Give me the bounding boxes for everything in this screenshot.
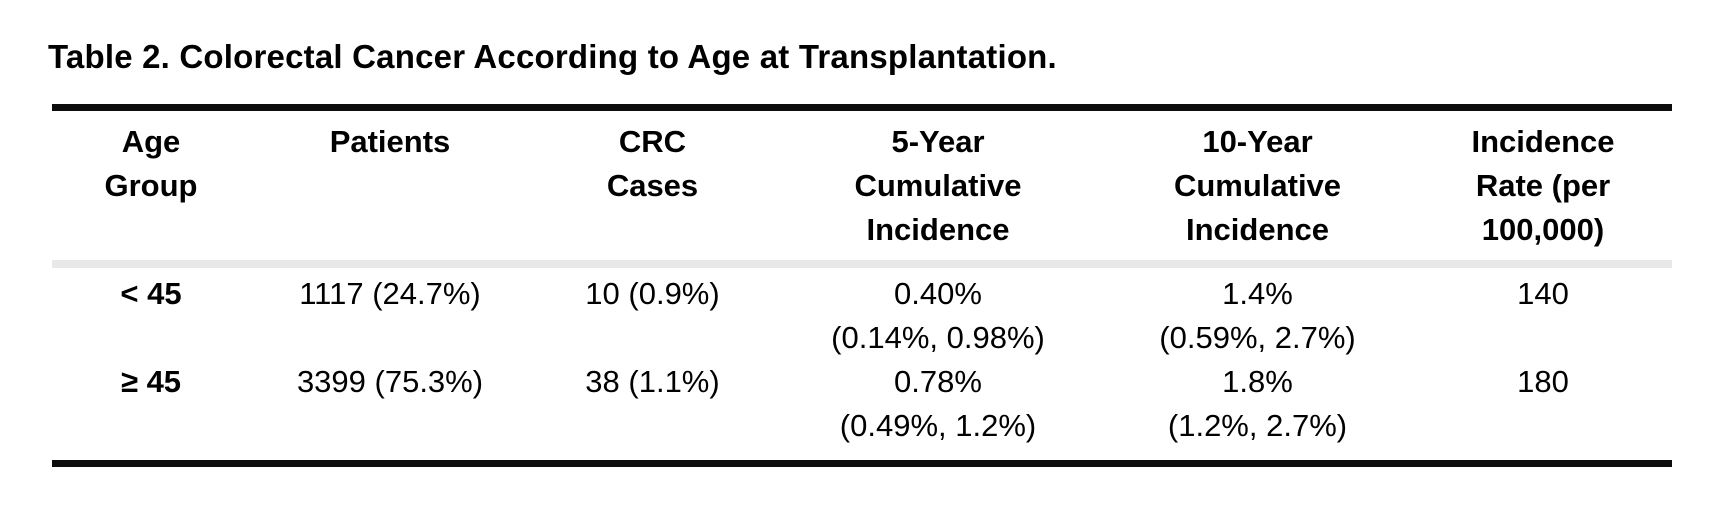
incidence-rate-value: 140 xyxy=(1517,276,1569,311)
cell-incidence-rate: 140 xyxy=(1414,264,1672,360)
cell-10yr-incidence: 1.4% (0.59%, 2.7%) xyxy=(1101,264,1414,360)
cell-crc-cases: 38 (1.1%) xyxy=(530,360,775,464)
cell-5yr-incidence: 0.40% (0.14%, 0.98%) xyxy=(775,264,1101,360)
table-body: < 45 1117 (24.7%) 10 (0.9%) 0.40% (0.14%… xyxy=(52,264,1672,464)
cell-5yr-incidence: 0.78% (0.49%, 1.2%) xyxy=(775,360,1101,464)
crc-age-table: Age Group Patients CRC Cases 5-Year Cumu… xyxy=(52,104,1672,467)
cell-patients: 3399 (75.3%) xyxy=(250,360,530,464)
age-group-value: ≥ 45 xyxy=(120,364,182,399)
header-incidence-rate: Incidence Rate (per 100,000) xyxy=(1414,107,1672,268)
10yr-incidence-ci: (1.2%, 2.7%) xyxy=(1167,408,1348,443)
10yr-incidence-value: 1.4% xyxy=(1222,276,1293,311)
cell-patients: 1117 (24.7%) xyxy=(250,264,530,360)
header-patients: Patients xyxy=(250,107,530,268)
5yr-incidence-ci: (0.14%, 0.98%) xyxy=(831,320,1045,355)
cell-crc-cases: 10 (0.9%) xyxy=(530,264,775,360)
incidence-rate-value: 180 xyxy=(1517,364,1569,399)
header-crc-cases: CRC Cases xyxy=(530,107,775,268)
cell-age-group: ≥ 45 xyxy=(52,360,250,464)
10yr-incidence-ci: (0.59%, 2.7%) xyxy=(1159,320,1356,355)
age-group-value: < 45 xyxy=(120,276,182,311)
header-age-group: Age Group xyxy=(52,107,250,268)
5yr-incidence-ci: (0.49%, 1.2%) xyxy=(839,408,1037,443)
header-row: Age Group Patients CRC Cases 5-Year Cumu… xyxy=(52,107,1672,268)
header-5yr-incidence: 5-Year Cumulative Incidence xyxy=(775,107,1101,268)
table-header: Age Group Patients CRC Cases 5-Year Cumu… xyxy=(52,107,1672,268)
crc-cases-value: 10 (0.9%) xyxy=(585,276,720,311)
5yr-incidence-value: 0.78% xyxy=(894,364,982,399)
cell-age-group: < 45 xyxy=(52,264,250,360)
page: Table 2. Colorectal Cancer According to … xyxy=(48,38,1672,467)
patients-value: 3399 (75.3%) xyxy=(296,364,484,399)
cell-incidence-rate: 180 xyxy=(1414,360,1672,464)
patients-value: 1117 (24.7%) xyxy=(299,276,481,311)
cell-10yr-incidence: 1.8% (1.2%, 2.7%) xyxy=(1101,360,1414,464)
5yr-incidence-value: 0.40% xyxy=(894,276,982,311)
table-title: Table 2. Colorectal Cancer According to … xyxy=(48,38,1057,75)
table-row-under-45: < 45 1117 (24.7%) 10 (0.9%) 0.40% (0.14%… xyxy=(52,264,1672,360)
crc-cases-value: 38 (1.1%) xyxy=(585,364,720,399)
10yr-incidence-value: 1.8% xyxy=(1222,364,1293,399)
table-row-45-and-over: ≥ 45 3399 (75.3%) 38 (1.1%) 0.78% (0.49%… xyxy=(52,360,1672,464)
header-10yr-incidence: 10-Year Cumulative Incidence xyxy=(1101,107,1414,268)
